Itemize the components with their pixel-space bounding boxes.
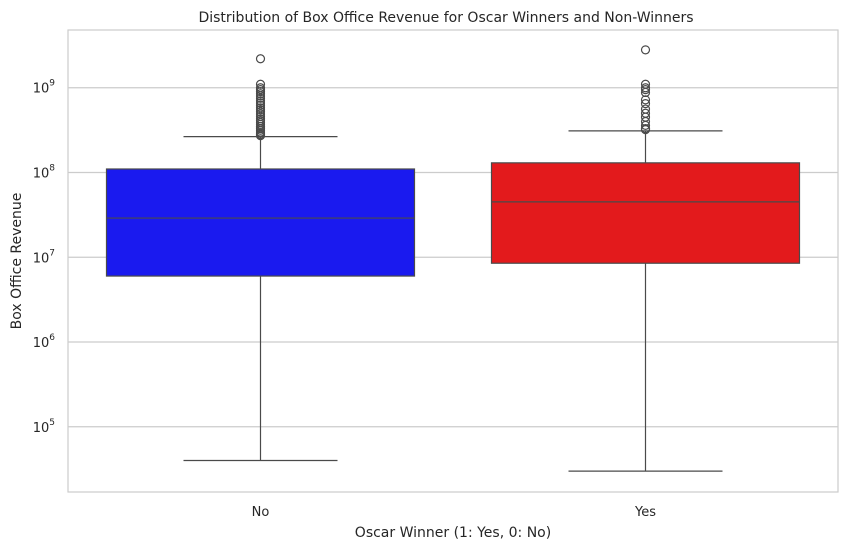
outlier-point <box>640 120 651 130</box>
box-no <box>105 54 416 462</box>
outlier-point <box>255 93 266 103</box>
boxes <box>105 45 801 472</box>
y-tick-label: 105 <box>33 418 55 436</box>
x-tick-label: No <box>252 505 270 520</box>
outlier-point <box>255 91 266 101</box>
outlier-point <box>640 98 651 109</box>
y-tick-label: 109 <box>33 79 56 97</box>
outlier-point <box>640 45 651 55</box>
outlier-point <box>255 131 266 141</box>
outlier-point <box>255 98 266 108</box>
x-tick-label: Yes <box>634 505 656 520</box>
outlier-point <box>640 125 651 135</box>
iqr-box <box>105 168 416 277</box>
outlier-point <box>255 100 266 110</box>
outlier-point <box>640 87 651 98</box>
outlier-point <box>255 54 266 64</box>
y-tick-labels: 105 106 107 108 109 <box>33 79 56 436</box>
y-tick-label: 106 <box>33 333 56 351</box>
iqr-box <box>490 162 801 264</box>
x-axis-label: Oscar Winner (1: Yes, 0: No) <box>355 525 551 541</box>
box-yes <box>490 45 801 472</box>
chart-title: Distribution of Box Office Revenue for O… <box>198 10 693 26</box>
outlier-point <box>255 79 266 89</box>
y-tick-label: 108 <box>33 163 56 181</box>
y-tick-label: 107 <box>33 248 55 266</box>
outlier-point <box>640 85 651 95</box>
x-tick-labels: No Yes <box>252 505 657 520</box>
outlier-point <box>640 95 651 105</box>
y-axis-label: Box Office Revenue <box>9 193 25 330</box>
